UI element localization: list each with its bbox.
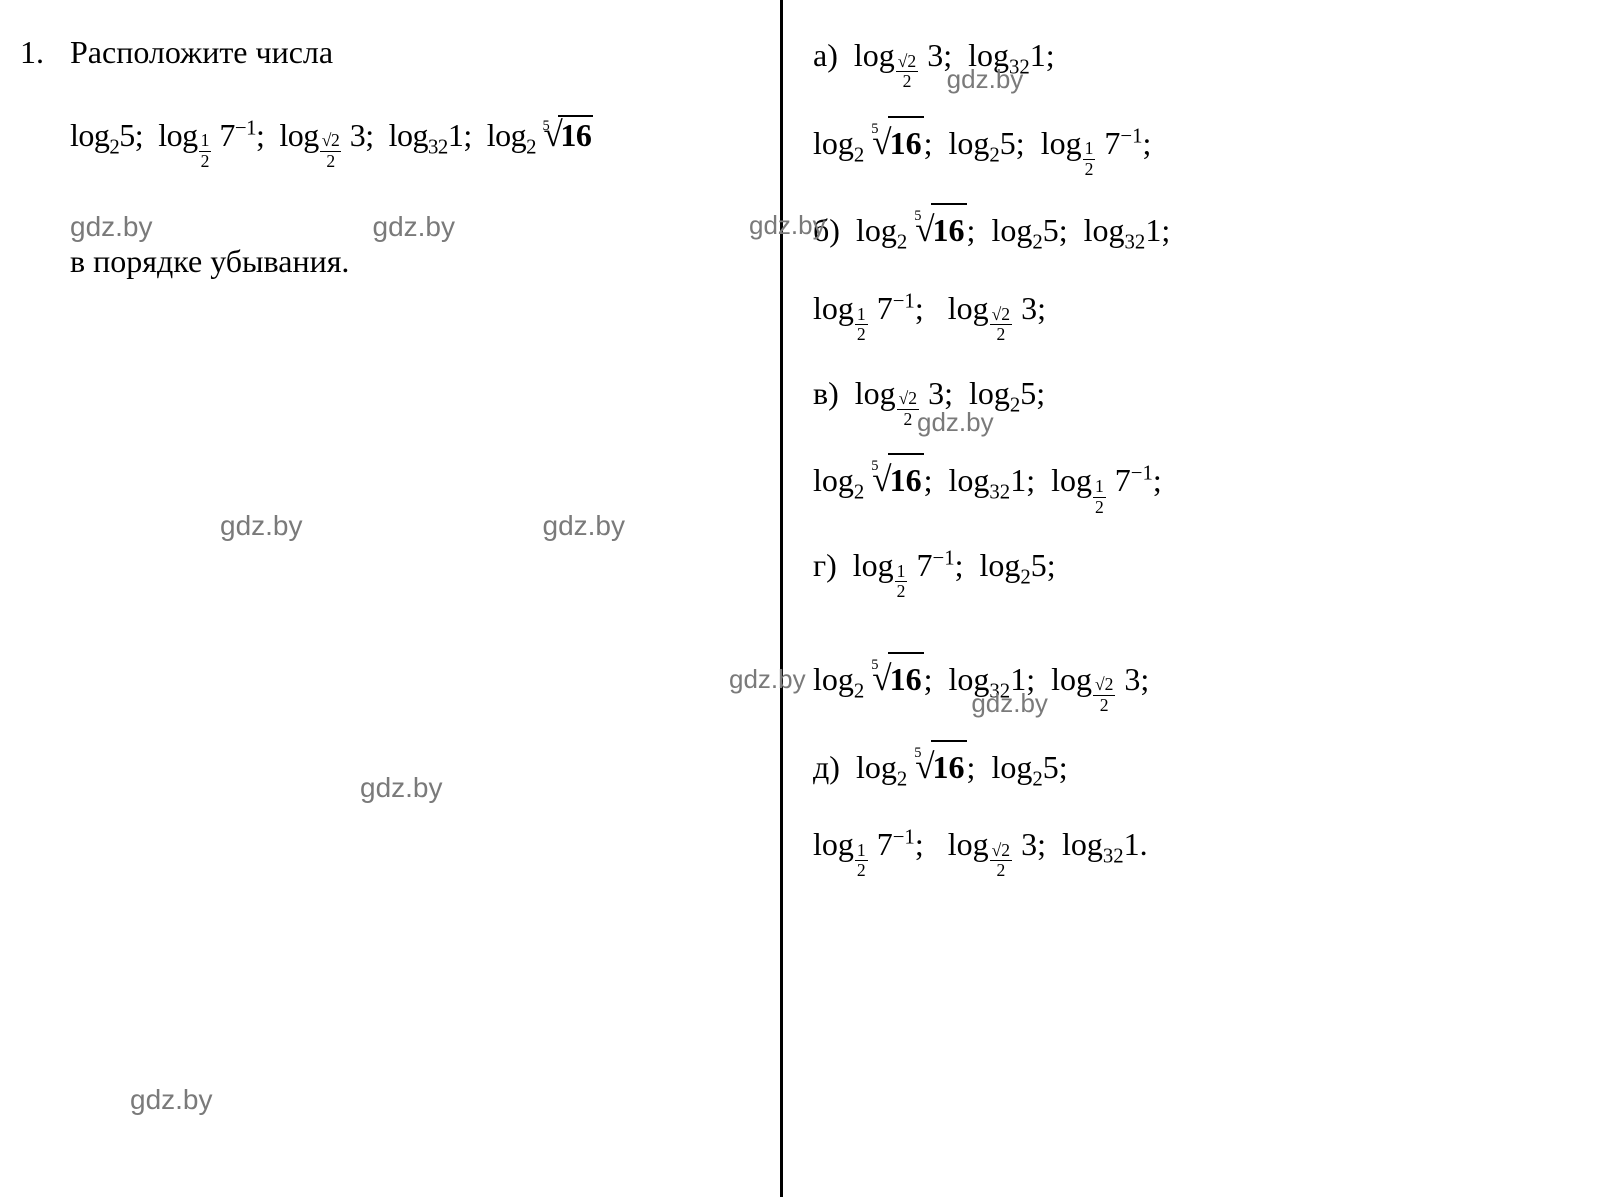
option-g-line1: log12 7−1; log25; <box>853 547 1056 583</box>
option-g: г) log12 7−1; log25; gdz.by log2 √16; lo… <box>813 540 1599 714</box>
watermark: gdz.by <box>543 510 626 542</box>
option-b-line2: log12 7−1; log√22 3; <box>813 283 1599 344</box>
watermark: gdz.by <box>947 64 1024 94</box>
watermark: gdz.by <box>130 1084 780 1116</box>
question-math: log25; log12 7−1; log√22 3; log321; log2… <box>70 115 780 171</box>
option-d: д) log2 √16; log25; log12 7−1; log√22 3;… <box>813 739 1599 880</box>
option-d-line1: log2 √16; log25; <box>856 749 1068 785</box>
option-v: в) log√22 3; log25; gdz.by log2 √16; log… <box>813 368 1599 516</box>
option-d-line2: log12 7−1; log√22 3; log321. <box>813 819 1599 880</box>
option-b: б) log2 √16; log25; log321; log12 7−1; l… <box>813 202 1599 343</box>
option-v-line2: log2 √16; log321; log12 7−1; <box>813 452 1599 516</box>
watermark: gdz.by <box>373 211 456 243</box>
question-header: 1. Расположите числа <box>20 30 780 75</box>
option-label: в) <box>813 375 839 411</box>
watermark: gdz.by <box>917 402 994 444</box>
question-column: 1. Расположите числа log25; log12 7−1; l… <box>0 0 780 1197</box>
option-label: г) <box>813 547 837 583</box>
option-label: а) <box>813 37 838 73</box>
option-g-line2: log2 √16; log321; log√22 3; gdz.by <box>813 651 1599 715</box>
option-label: д) <box>813 749 840 785</box>
question-prompt-line2: в порядке убывания. <box>70 243 780 280</box>
watermark: gdz.by <box>70 211 153 243</box>
question-number: 1. <box>20 30 70 75</box>
watermark: gdz.by <box>360 772 443 804</box>
watermark-row-3: gdz.by <box>70 772 780 804</box>
question-prompt-line1: Расположите числа <box>70 30 333 75</box>
option-a-line2: log2 √16; log25; log12 7−1; <box>813 115 1599 179</box>
watermark: gdz.by <box>729 659 806 701</box>
answers-column: а) log√22 3; log321; gdz.by log2 √16; lo… <box>783 0 1599 1197</box>
watermark-row-2: gdz.by gdz.by <box>70 510 780 542</box>
watermark: gdz.by <box>220 510 303 542</box>
watermark-row-1: gdz.by gdz.by <box>70 211 780 243</box>
watermark: gdz.by <box>749 210 826 241</box>
option-b-line1: log2 √16; log25; log321; <box>856 212 1170 248</box>
option-a: а) log√22 3; log321; gdz.by log2 √16; lo… <box>813 30 1599 178</box>
watermark: gdz.by <box>971 688 1048 718</box>
